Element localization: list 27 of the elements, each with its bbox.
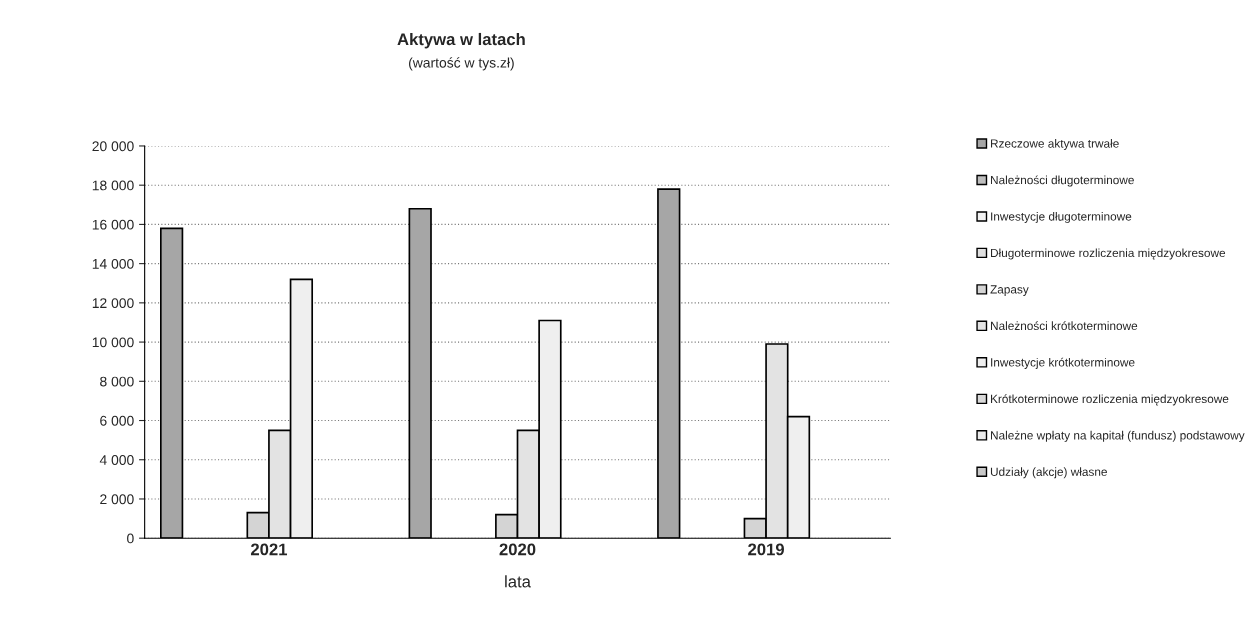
- y-tick-label: 8 000: [100, 376, 134, 387]
- y-tick-label: 18 000: [92, 180, 134, 191]
- x-tick-label: 2019: [748, 543, 784, 556]
- chart-title: Aktywa w latach: [397, 32, 525, 49]
- x-tick-label: 2021: [250, 543, 288, 556]
- y-tick-label: 6 000: [100, 415, 134, 426]
- y-tick-label: 16 000: [92, 219, 134, 230]
- x-axis-title: lata: [505, 575, 531, 588]
- legend-label: Długoterminowe rozliczenia międzyokresowe: [991, 248, 1226, 260]
- y-tick-label: 14 000: [92, 258, 134, 269]
- y-tick-label: 12 000: [92, 298, 134, 309]
- legend-label: Rzeczowe aktywa trwałe: [991, 139, 1119, 151]
- y-tick-label: 10 000: [92, 337, 134, 348]
- legend-label: Należne wpłaty na kapitał (fundusz) podstawowy: [991, 430, 1245, 442]
- chart-subtitle: (wartość w tys.zł): [409, 57, 514, 71]
- y-tick-label: 0: [127, 533, 134, 544]
- y-tick-label: 4 000: [99, 455, 134, 465]
- legend-label: Udziały (akcje) własne: [990, 467, 1107, 479]
- legend-label: Należności długoterminowe: [991, 175, 1134, 187]
- legend-label: Krótkoterminowe rozliczenia międzyokresowe: [991, 394, 1229, 406]
- legend-label: Inwestycje długoterminowe: [991, 212, 1132, 223]
- legend-label: Należności krótkoterminowe: [991, 321, 1138, 331]
- legend-label: Inwestycje krótkoterminowe: [991, 357, 1135, 369]
- x-tick-label: 2020: [499, 543, 536, 556]
- y-tick-label: 2 000: [100, 494, 134, 505]
- y-tick-label: 20 000: [92, 141, 134, 152]
- legend-label: Zapasy: [990, 285, 1029, 296]
